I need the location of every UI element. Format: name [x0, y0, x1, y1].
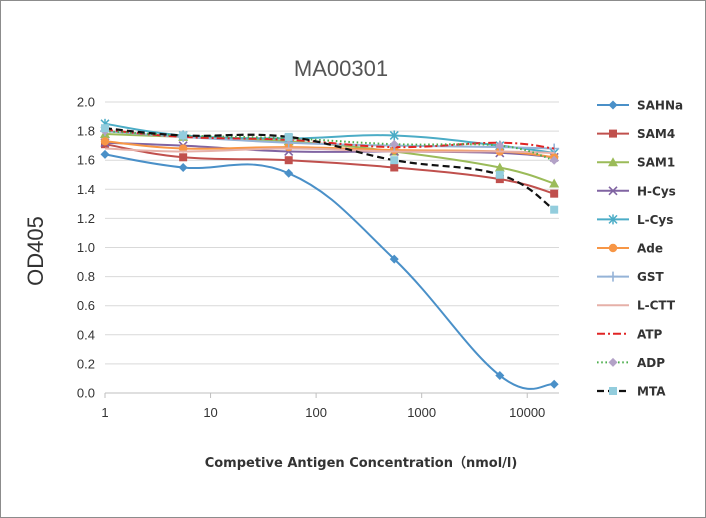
data-point: [609, 387, 617, 395]
data-point: [495, 141, 505, 151]
data-point: [179, 153, 188, 162]
legend-label: H-Cys: [637, 184, 676, 198]
y-tick-label: 0.0: [77, 386, 95, 401]
data-point: [101, 124, 109, 133]
legend-label: GST: [637, 270, 664, 284]
data-point: [284, 156, 293, 165]
data-point: [284, 168, 294, 178]
series-line: [104, 133, 555, 185]
series-sahna: [100, 149, 559, 390]
legend-label: L-Cys: [637, 213, 673, 227]
data-point: [550, 205, 559, 214]
gridlines: [105, 101, 559, 394]
legend-item: L-Cys: [597, 213, 673, 227]
legend-label: ADP: [637, 356, 665, 370]
series-l-ctt: [104, 147, 555, 154]
data-point: [550, 189, 559, 198]
y-axis-label: OD405: [23, 216, 48, 286]
y-tick-label: 2.0: [77, 95, 95, 110]
data-point: [549, 379, 559, 389]
series-mta: [101, 124, 559, 214]
data-point: [389, 254, 399, 264]
legend-item: SAM4: [597, 127, 675, 141]
legend-item: L-CTT: [597, 299, 676, 313]
x-tick-label: 10000: [509, 405, 545, 420]
x-tick-label: 1: [101, 405, 108, 420]
legend-label: Ade: [637, 242, 663, 256]
legend-label: SAHNa: [637, 99, 683, 113]
data-point: [494, 162, 505, 172]
data-point: [608, 157, 618, 167]
legend-item: Ade: [597, 242, 663, 256]
data-point: [284, 132, 293, 141]
data-point: [608, 357, 618, 367]
legend-label: MTA: [637, 385, 666, 399]
axes: 0.0 0.2 0.4 0.6 0.8 1.0 1.2 1.4 1.6 1.8 2.0 1 10 100 1…: [77, 95, 545, 421]
data-point: [179, 131, 188, 140]
data-point: [608, 100, 618, 110]
y-tick-label: 0.2: [77, 356, 95, 371]
data-point: [389, 130, 399, 141]
data-point: [390, 156, 399, 165]
series-group: [100, 118, 560, 390]
y-tick-label: 0.6: [77, 298, 95, 313]
data-point: [608, 186, 618, 196]
data-point: [100, 149, 110, 159]
y-tick-label: 1.4: [77, 182, 95, 197]
data-point: [495, 170, 504, 179]
legend-label: SAM1: [637, 156, 675, 170]
legend-item: ATP: [597, 327, 663, 341]
y-tick-label: 0.4: [77, 327, 95, 342]
data-point: [549, 143, 560, 154]
data-point: [178, 162, 188, 172]
x-tick-label: 10: [203, 405, 217, 420]
chart-title: MA00301: [294, 56, 388, 81]
data-point: [549, 178, 560, 188]
legend-item: MTA: [597, 385, 666, 399]
y-tick-label: 0.8: [77, 269, 95, 284]
data-point: [609, 129, 617, 138]
legend: SAHNa SAM4 SAM1 H-Cys L-Cys Ade GST L-CTT ATP ADP…: [597, 99, 683, 399]
data-point: [608, 243, 618, 253]
data-point: [100, 137, 110, 146]
y-tick-label: 1.2: [77, 211, 95, 226]
data-point: [608, 271, 618, 282]
x-axis-label: Competive Antigen Concentration（nmol/l): [205, 455, 518, 471]
data-point: [549, 155, 559, 165]
x-tick-label: 1000: [407, 405, 436, 420]
data-point: [495, 371, 505, 381]
legend-label: L-CTT: [637, 299, 676, 313]
legend-item: SAM1: [597, 156, 675, 170]
legend-item: SAHNa: [597, 99, 683, 113]
data-point: [495, 175, 504, 184]
series-line: [104, 147, 555, 154]
legend-item: GST: [597, 270, 664, 284]
y-tick-label: 1.6: [77, 153, 95, 168]
y-tick-label: 1.0: [77, 240, 95, 255]
data-point: [389, 139, 399, 149]
data-point: [390, 163, 399, 172]
legend-label: SAM4: [637, 127, 675, 141]
legend-item: ADP: [597, 356, 665, 370]
legend-label: ATP: [637, 327, 663, 341]
data-point: [608, 214, 618, 225]
x-tick-label: 100: [305, 405, 327, 420]
y-tick-label: 1.8: [77, 124, 95, 139]
legend-item: H-Cys: [597, 184, 676, 198]
